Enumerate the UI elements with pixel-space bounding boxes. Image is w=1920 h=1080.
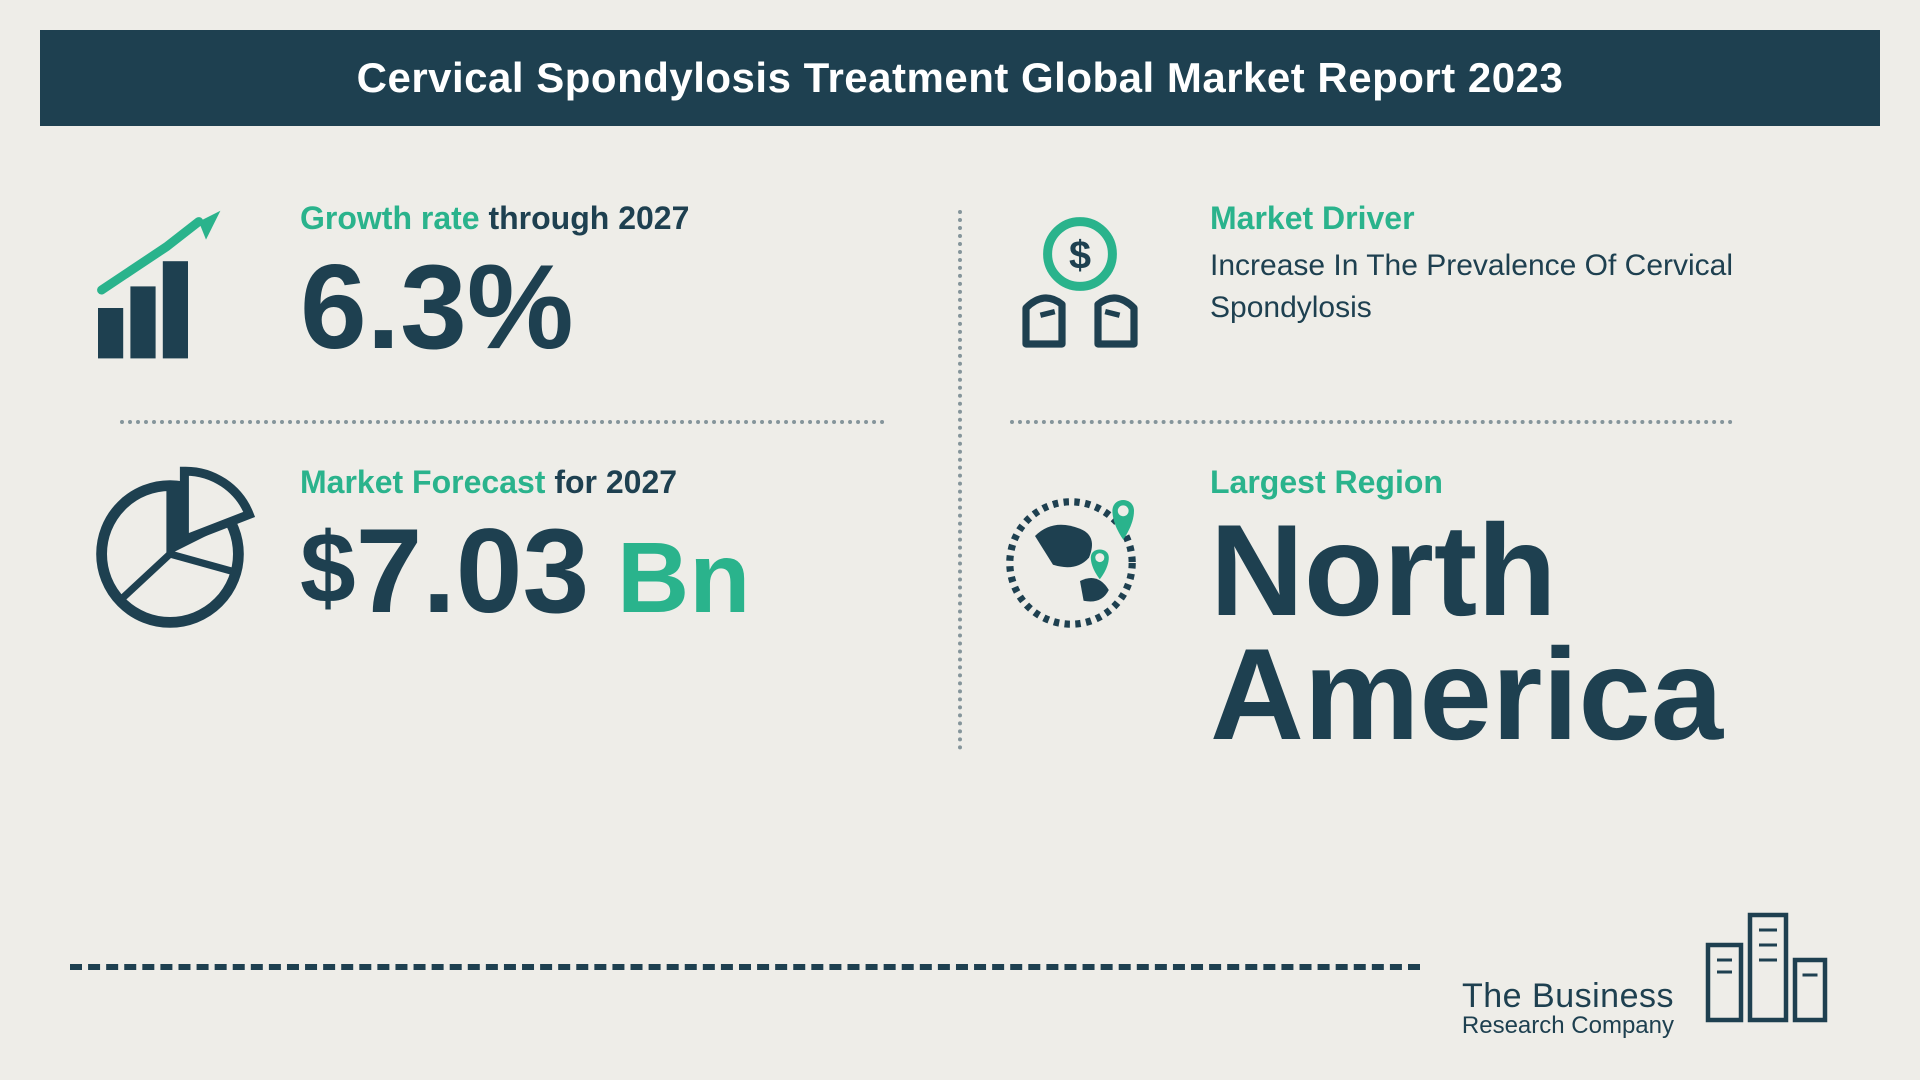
market-driver-block: $ Market Driver Increase In The Prevalen… <box>990 200 1840 380</box>
driver-text: Increase In The Prevalence Of Cervical S… <box>1210 245 1840 329</box>
region-label-text: Largest Region <box>1210 464 1443 500</box>
forecast-currency: $ <box>300 512 356 624</box>
logo-towers-icon <box>1690 885 1840 1040</box>
region-line1: North <box>1210 509 1840 633</box>
region-line2: America <box>1210 633 1840 757</box>
forecast-label-accent: Market Forecast <box>300 464 545 500</box>
growth-label-accent: Growth rate <box>300 200 480 236</box>
forecast-number: 7.03 <box>356 504 590 638</box>
growth-rate-body: Growth rate through 2027 6.3% <box>300 200 930 367</box>
right-column: $ Market Driver Increase In The Prevalen… <box>990 200 1840 910</box>
market-forecast-block: Market Forecast for 2027 $7.03 Bn <box>80 464 930 644</box>
growth-rate-value: 6.3% <box>300 247 930 367</box>
report-title: Cervical Spondylosis Treatment Global Ma… <box>357 54 1564 101</box>
globe-pins-icon <box>990 464 1170 644</box>
driver-body: Market Driver Increase In The Prevalence… <box>1210 200 1840 329</box>
growth-label-muted: through 2027 <box>480 200 690 236</box>
left-column: Growth rate through 2027 6.3% Marke <box>80 200 930 910</box>
driver-label: Market Driver <box>1210 200 1840 237</box>
company-logo: The Business Research Company <box>1462 885 1840 1040</box>
bottom-divider <box>70 964 1420 970</box>
region-body: Largest Region North America <box>1210 464 1840 756</box>
right-divider <box>1010 420 1733 424</box>
forecast-unit: Bn <box>589 522 750 634</box>
pie-chart-icon <box>80 464 260 644</box>
region-value: North America <box>1210 509 1840 756</box>
content-grid: Growth rate through 2027 6.3% Marke <box>80 200 1840 910</box>
driver-label-text: Market Driver <box>1210 200 1415 236</box>
dollar-hands-icon: $ <box>990 200 1170 380</box>
growth-rate-block: Growth rate through 2027 6.3% <box>80 200 930 380</box>
largest-region-block: Largest Region North America <box>990 464 1840 756</box>
left-divider <box>120 420 885 424</box>
growth-rate-label: Growth rate through 2027 <box>300 200 930 237</box>
forecast-label: Market Forecast for 2027 <box>300 464 930 501</box>
forecast-body: Market Forecast for 2027 $7.03 Bn <box>300 464 930 631</box>
logo-text: The Business Research Company <box>1462 977 1674 1040</box>
logo-line2: Research Company <box>1462 1012 1674 1040</box>
growth-chart-icon <box>80 200 260 380</box>
report-header: Cervical Spondylosis Treatment Global Ma… <box>40 30 1880 126</box>
svg-text:$: $ <box>1069 233 1091 277</box>
forecast-value: $7.03 Bn <box>300 511 930 631</box>
forecast-label-muted: for 2027 <box>545 464 677 500</box>
logo-line1: The Business <box>1462 977 1674 1016</box>
region-label: Largest Region <box>1210 464 1840 501</box>
